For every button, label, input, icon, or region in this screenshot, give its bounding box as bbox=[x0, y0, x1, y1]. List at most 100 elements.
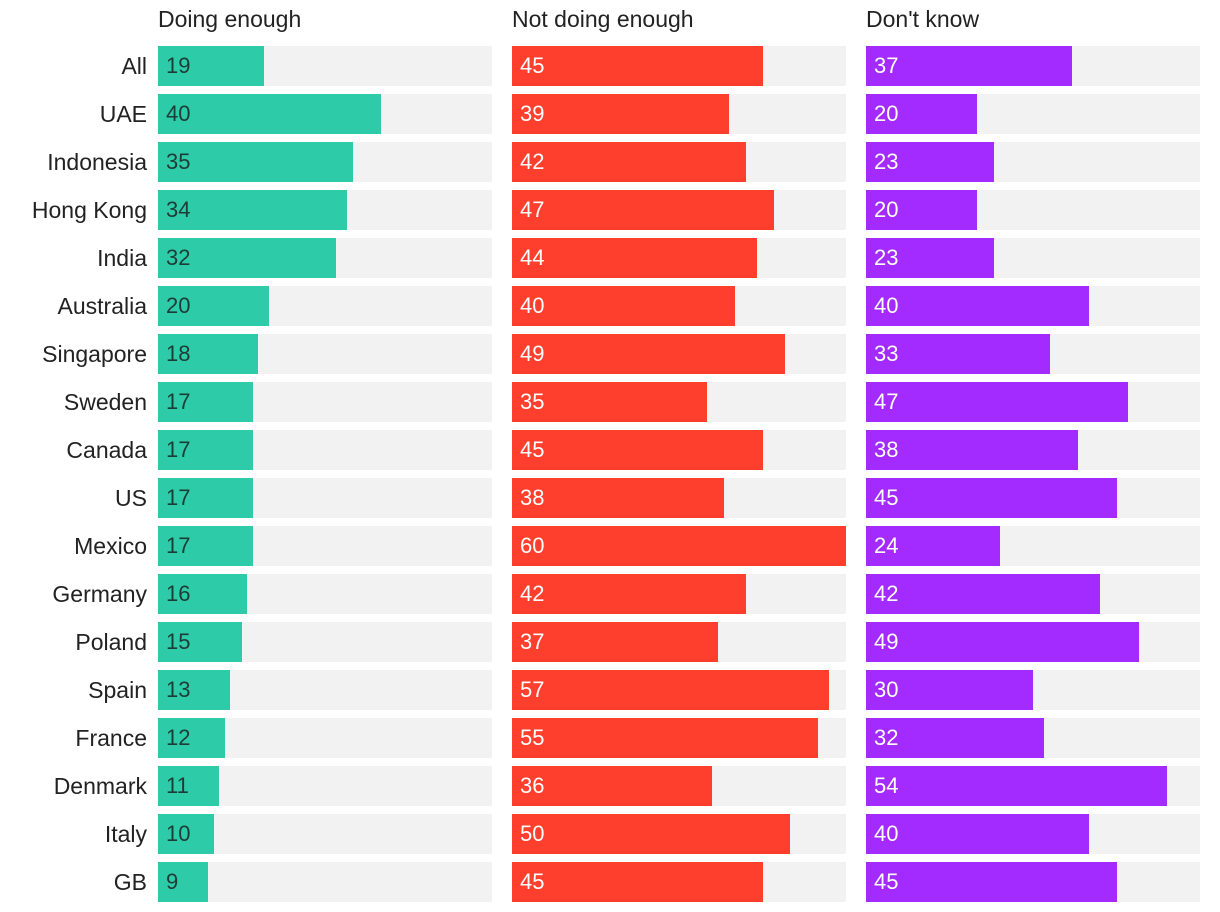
bar-not-doing-enough-mexico bbox=[512, 526, 846, 566]
category-label-hong-kong: Hong Kong bbox=[31, 197, 147, 223]
bar-track-don-t-know-germany: 42 bbox=[866, 574, 1200, 614]
value-label-doing-enough-spain: 13 bbox=[166, 677, 191, 702]
bar-track-doing-enough-italy: 10 bbox=[158, 814, 492, 854]
value-label-doing-enough-denmark: 11 bbox=[166, 773, 189, 798]
value-label-don-t-know-us: 45 bbox=[874, 485, 899, 510]
bar-doing-enough-us bbox=[158, 478, 253, 518]
value-label-don-t-know-spain: 30 bbox=[874, 677, 899, 702]
value-label-doing-enough-india: 32 bbox=[166, 245, 191, 270]
bar-doing-enough-gb bbox=[158, 862, 208, 902]
value-label-don-t-know-germany: 42 bbox=[874, 581, 899, 606]
bar-don-t-know-france bbox=[866, 718, 1044, 758]
category-label-canada: Canada bbox=[66, 437, 147, 463]
category-label-uae: UAE bbox=[99, 101, 147, 127]
value-label-doing-enough-canada: 17 bbox=[166, 437, 191, 462]
bar-don-t-know-us bbox=[866, 478, 1117, 518]
bar-track-don-t-know-france: 32 bbox=[866, 718, 1200, 758]
bar-track-not-doing-enough-spain: 57 bbox=[512, 670, 846, 710]
bar-doing-enough-italy bbox=[158, 814, 214, 854]
bar-doing-enough-singapore bbox=[158, 334, 258, 374]
bar-track-don-t-know-india: 23 bbox=[866, 238, 1200, 278]
bar-track-doing-enough-us: 17 bbox=[158, 478, 492, 518]
bar-track-not-doing-enough-france: 55 bbox=[512, 718, 846, 758]
value-label-not-doing-enough-indonesia: 42 bbox=[520, 149, 545, 174]
bar-doing-enough-mexico bbox=[158, 526, 253, 566]
category-label-mexico: Mexico bbox=[74, 533, 147, 559]
category-label-singapore: Singapore bbox=[42, 341, 147, 367]
value-label-not-doing-enough-australia: 40 bbox=[520, 293, 545, 318]
value-label-not-doing-enough-india: 44 bbox=[520, 245, 545, 270]
bar-don-t-know-australia bbox=[866, 286, 1089, 326]
value-label-not-doing-enough-hong-kong: 47 bbox=[520, 197, 545, 222]
bar-track-doing-enough-canada: 17 bbox=[158, 430, 492, 470]
bar-track-doing-enough-sweden: 17 bbox=[158, 382, 492, 422]
value-label-doing-enough-indonesia: 35 bbox=[166, 149, 191, 174]
value-label-not-doing-enough-singapore: 49 bbox=[520, 341, 545, 366]
bar-not-doing-enough-india bbox=[512, 238, 757, 278]
bar-doing-enough-poland bbox=[158, 622, 242, 662]
value-label-doing-enough-mexico: 17 bbox=[166, 533, 191, 558]
bar-track-not-doing-enough-hong-kong: 47 bbox=[512, 190, 846, 230]
bar-not-doing-enough-canada bbox=[512, 430, 763, 470]
bar-don-t-know-poland bbox=[866, 622, 1139, 662]
value-label-doing-enough-gb: 9 bbox=[166, 869, 179, 894]
bar-track-doing-enough-australia: 20 bbox=[158, 286, 492, 326]
bar-track-not-doing-enough-india: 44 bbox=[512, 238, 846, 278]
category-label-france: France bbox=[75, 725, 147, 751]
bar-doing-enough-france bbox=[158, 718, 225, 758]
bar-doing-enough-germany bbox=[158, 574, 247, 614]
value-label-don-t-know-france: 32 bbox=[874, 725, 899, 750]
value-label-don-t-know-gb: 45 bbox=[874, 869, 899, 894]
bar-doing-enough-all bbox=[158, 46, 264, 86]
category-label-all: All bbox=[121, 53, 147, 79]
bar-track-not-doing-enough-italy: 50 bbox=[512, 814, 846, 854]
bar-track-don-t-know-gb: 45 bbox=[866, 862, 1200, 902]
bar-track-not-doing-enough-gb: 45 bbox=[512, 862, 846, 902]
bar-not-doing-enough-germany bbox=[512, 574, 746, 614]
bar-not-doing-enough-indonesia bbox=[512, 142, 746, 182]
value-label-doing-enough-germany: 16 bbox=[166, 581, 191, 606]
category-label-germany: Germany bbox=[52, 581, 147, 607]
value-label-don-t-know-indonesia: 23 bbox=[874, 149, 899, 174]
bar-track-don-t-know-denmark: 54 bbox=[866, 766, 1200, 806]
bar-track-not-doing-enough-mexico: 60 bbox=[512, 526, 846, 566]
category-label-us: US bbox=[115, 485, 147, 511]
value-label-don-t-know-italy: 40 bbox=[874, 821, 899, 846]
bar-not-doing-enough-uae bbox=[512, 94, 729, 134]
value-label-doing-enough-hong-kong: 34 bbox=[166, 197, 191, 222]
value-label-doing-enough-italy: 10 bbox=[166, 821, 191, 846]
bar-track-doing-enough-uae: 40 bbox=[158, 94, 492, 134]
bar-track-don-t-know-hong-kong: 20 bbox=[866, 190, 1200, 230]
bar-track-doing-enough-singapore: 18 bbox=[158, 334, 492, 374]
value-label-not-doing-enough-us: 38 bbox=[520, 485, 545, 510]
bar-track-not-doing-enough-denmark: 36 bbox=[512, 766, 846, 806]
category-label-sweden: Sweden bbox=[63, 389, 147, 415]
bar-track-doing-enough-spain: 13 bbox=[158, 670, 492, 710]
value-label-not-doing-enough-all: 45 bbox=[520, 53, 545, 78]
bar-not-doing-enough-italy bbox=[512, 814, 790, 854]
bar-track-not-doing-enough-germany: 42 bbox=[512, 574, 846, 614]
value-label-not-doing-enough-mexico: 60 bbox=[520, 533, 545, 558]
bar-track-doing-enough-gb: 9 bbox=[158, 862, 492, 902]
value-label-not-doing-enough-france: 55 bbox=[520, 725, 545, 750]
value-label-not-doing-enough-sweden: 35 bbox=[520, 389, 545, 414]
bar-don-t-know-spain bbox=[866, 670, 1033, 710]
series-title-don-t-know: Don't know bbox=[866, 6, 980, 32]
bar-don-t-know-india bbox=[866, 238, 994, 278]
value-label-don-t-know-hong-kong: 20 bbox=[874, 197, 899, 222]
bar-track-don-t-know-mexico: 24 bbox=[866, 526, 1200, 566]
bar-track-doing-enough-poland: 15 bbox=[158, 622, 492, 662]
bar-don-t-know-denmark bbox=[866, 766, 1167, 806]
bar-don-t-know-sweden bbox=[866, 382, 1128, 422]
bar-don-t-know-uae bbox=[866, 94, 977, 134]
bar-track-doing-enough-denmark: 11 bbox=[158, 766, 492, 806]
bar-not-doing-enough-singapore bbox=[512, 334, 785, 374]
category-label-indonesia: Indonesia bbox=[47, 149, 147, 175]
bar-track-doing-enough-mexico: 17 bbox=[158, 526, 492, 566]
bar-not-doing-enough-spain bbox=[512, 670, 829, 710]
bar-track-not-doing-enough-canada: 45 bbox=[512, 430, 846, 470]
bar-track-not-doing-enough-singapore: 49 bbox=[512, 334, 846, 374]
bar-track-don-t-know-us: 45 bbox=[866, 478, 1200, 518]
bar-track-don-t-know-all: 37 bbox=[866, 46, 1200, 86]
bar-track-not-doing-enough-poland: 37 bbox=[512, 622, 846, 662]
